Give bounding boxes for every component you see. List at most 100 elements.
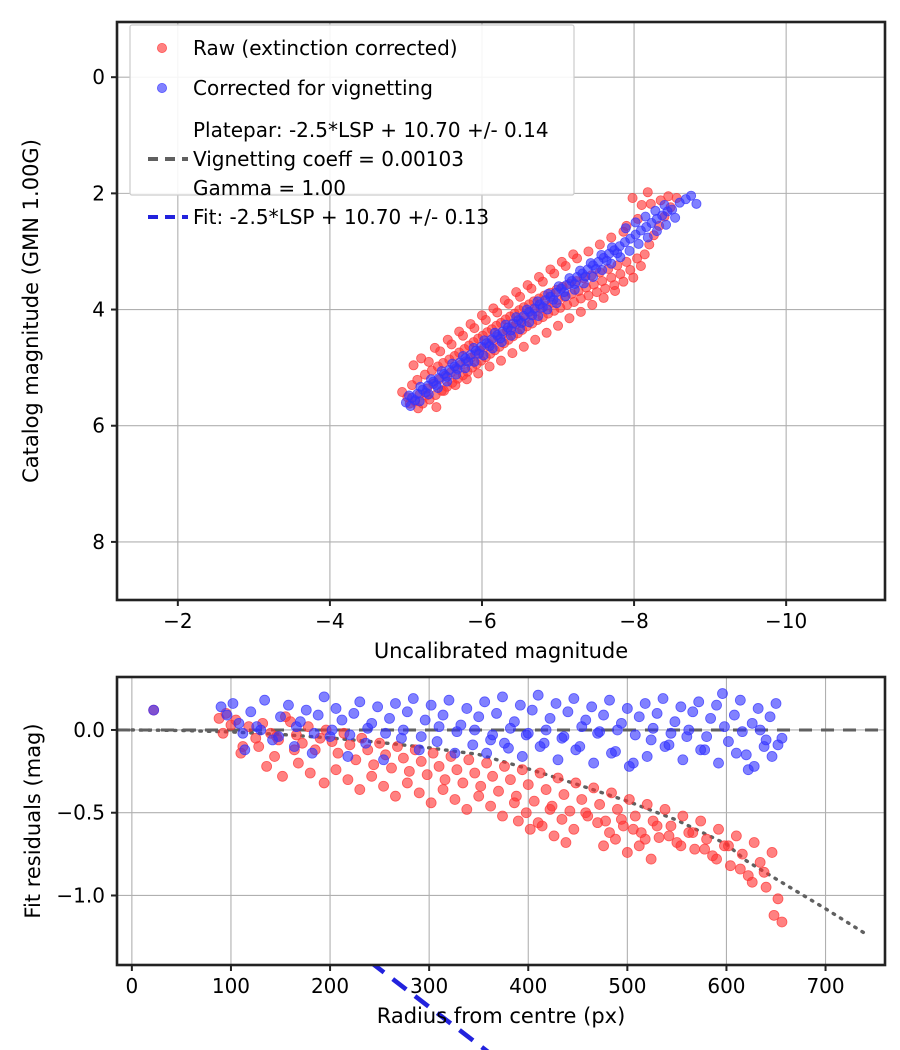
- data-point: [390, 698, 401, 709]
- data-point: [374, 737, 386, 749]
- data-point: [667, 204, 678, 215]
- xtick-label: −4: [315, 609, 344, 633]
- data-point: [600, 283, 611, 294]
- data-point: [665, 727, 677, 739]
- ytick-label: 2: [92, 181, 105, 205]
- data-point: [304, 767, 316, 779]
- data-point: [432, 382, 443, 393]
- data-point: [701, 731, 713, 742]
- data-point: [545, 264, 556, 275]
- data-point: [451, 764, 463, 776]
- data-point: [576, 721, 588, 733]
- data-point: [326, 724, 338, 736]
- data-point: [497, 810, 508, 822]
- data-point: [659, 741, 671, 752]
- data-point: [639, 249, 650, 260]
- xtick-label: −6: [467, 609, 496, 633]
- data-point: [766, 751, 778, 762]
- data-point: [473, 711, 485, 723]
- data-point: [633, 711, 645, 723]
- data-point: [332, 747, 344, 759]
- legend-label: Corrected for vignetting: [193, 76, 433, 100]
- data-point: [701, 833, 713, 845]
- data-point: [534, 767, 546, 779]
- data-point: [764, 711, 776, 723]
- data-point: [630, 217, 641, 228]
- data-point: [217, 727, 229, 739]
- data-point: [695, 815, 707, 827]
- data-point: [734, 863, 746, 875]
- data-point: [443, 694, 455, 706]
- data-point: [415, 731, 427, 742]
- data-point: [344, 739, 356, 751]
- data-point: [505, 330, 516, 341]
- data-point: [719, 721, 730, 733]
- data-point: [516, 751, 528, 762]
- data-point: [689, 843, 701, 855]
- data-point: [336, 714, 348, 726]
- data-point: [239, 744, 251, 756]
- data-point: [742, 764, 754, 776]
- data-point: [725, 860, 736, 872]
- data-point: [776, 916, 788, 928]
- data-point: [233, 717, 245, 729]
- data-point: [401, 706, 413, 718]
- xtick-label: 200: [311, 974, 349, 998]
- data-point: [423, 389, 434, 400]
- data-point: [318, 691, 330, 703]
- data-point: [533, 310, 544, 321]
- data-point: [594, 726, 605, 738]
- data-point: [583, 290, 594, 301]
- data-point: [772, 739, 784, 751]
- data-point: [408, 360, 419, 371]
- data-point: [416, 353, 427, 364]
- data-point: [740, 749, 752, 761]
- data-point: [653, 832, 665, 843]
- data-point: [520, 807, 532, 819]
- data-point: [544, 804, 556, 815]
- data-point: [629, 810, 641, 822]
- data-point: [401, 777, 413, 789]
- data-point: [505, 774, 516, 786]
- data-point: [528, 795, 540, 807]
- data-point: [544, 712, 556, 724]
- data-point: [485, 800, 496, 812]
- data-point: [292, 757, 304, 769]
- data-point: [516, 764, 528, 776]
- data-point: [578, 278, 589, 289]
- ytick-label: −0.5: [56, 801, 105, 825]
- data-point: [699, 843, 711, 855]
- data-point: [651, 708, 663, 719]
- data-point: [433, 721, 445, 733]
- data-point: [633, 840, 645, 852]
- xtick-label: 500: [608, 974, 646, 998]
- data-point: [372, 701, 384, 713]
- legend-marker-dot: [156, 43, 167, 54]
- data-point: [636, 199, 647, 210]
- data-point: [362, 722, 374, 734]
- data-point: [491, 708, 502, 719]
- data-point: [451, 726, 463, 738]
- data-point: [514, 699, 526, 711]
- data-point: [734, 694, 746, 706]
- data-point: [768, 909, 780, 921]
- data-point: [366, 770, 378, 782]
- data-point: [610, 285, 621, 296]
- data-point: [532, 689, 544, 701]
- data-point: [661, 219, 672, 230]
- x-axis-title: Radius from centre (px): [377, 1004, 626, 1028]
- data-point: [508, 797, 520, 809]
- data-point: [306, 747, 318, 759]
- data-point: [695, 744, 707, 756]
- data-point: [541, 327, 552, 338]
- data-point: [629, 729, 641, 741]
- legend-label: Gamma = 1.00: [193, 176, 346, 200]
- data-point: [569, 284, 580, 295]
- data-point: [330, 703, 342, 714]
- data-point: [746, 876, 758, 888]
- data-point: [758, 866, 770, 878]
- data-point: [588, 782, 600, 794]
- data-point: [575, 306, 586, 317]
- data-point: [686, 190, 697, 201]
- data-point: [691, 198, 702, 209]
